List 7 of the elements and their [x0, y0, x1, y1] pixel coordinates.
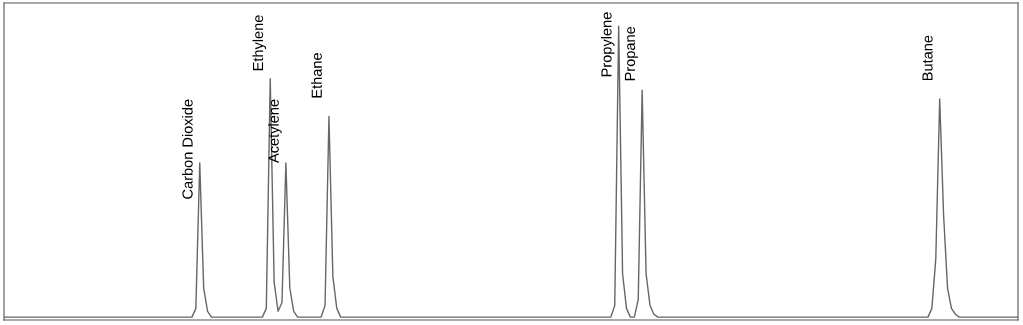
annotation: Carbon Dioxide	[181, 99, 193, 199]
annotation: Propylene	[600, 12, 615, 77]
annotation: Acetylene	[268, 99, 282, 163]
annotation: Butane	[922, 35, 933, 81]
annotation: Ethylene	[252, 15, 267, 71]
annotation: Propane	[624, 26, 638, 81]
annotation: Ethane	[311, 53, 322, 98]
